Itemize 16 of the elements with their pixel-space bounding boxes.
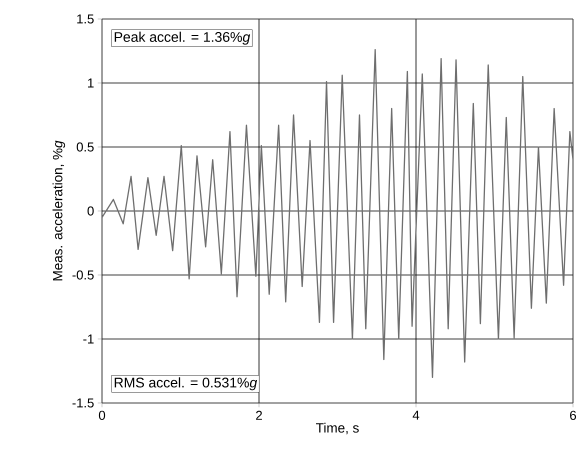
y-tick-label: 0.5 [76, 142, 94, 152]
annotation: RMS accel. = 0.531%g [114, 377, 258, 390]
x-tick-label: 6 [570, 410, 576, 420]
y-tick-label: 1 [88, 78, 94, 88]
annotation: Peak accel. = 1.36%g [114, 32, 250, 45]
y-tick-label: -1 [83, 334, 94, 344]
line-series [102, 49, 573, 378]
y-tick-label: -0.5 [72, 270, 94, 280]
x-axis-title: Time, s [316, 422, 359, 434]
y-tick-label: -1.5 [72, 398, 94, 408]
x-tick-label: 4 [412, 410, 420, 420]
x-tick-label: 2 [256, 410, 262, 420]
y-tick-label: 1.5 [77, 14, 94, 24]
y-tick-label: 0 [88, 206, 94, 216]
x-tick-label: 0 [98, 410, 106, 420]
y-axis-title: Meas. acceleration, %g [52, 140, 66, 280]
